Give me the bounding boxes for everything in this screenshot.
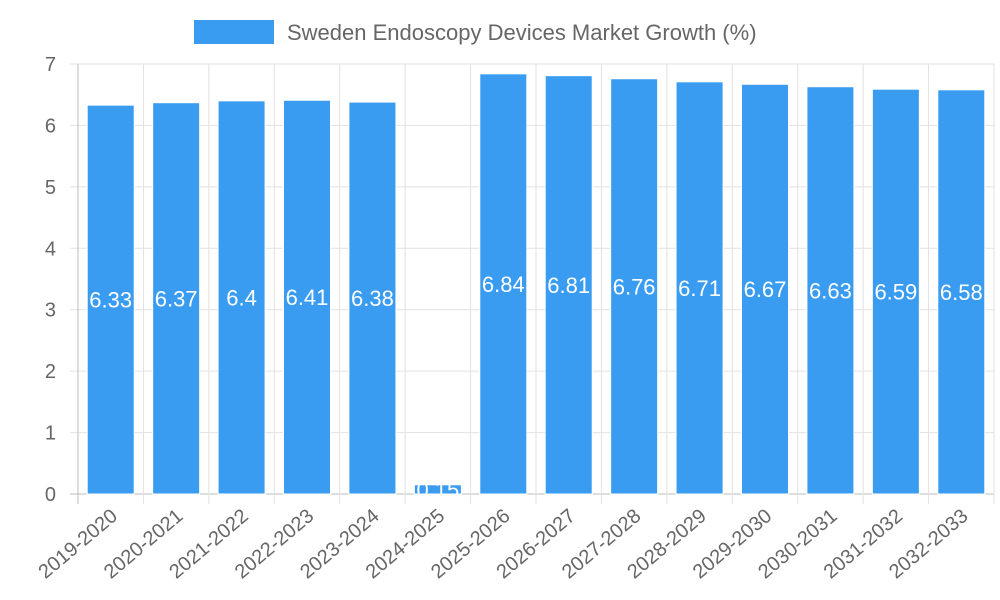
bar-value-label: 6.71 [678,276,721,301]
bar [544,75,593,495]
y-tick-label: 4 [45,238,56,260]
bar-value-label: 6.4 [226,285,257,310]
bar-value-label: 6.81 [547,273,590,298]
bars [86,73,986,495]
bar-value-label: 0.15 [416,477,459,502]
bar [348,101,397,495]
bar [283,99,331,495]
bar-value-label: 6.63 [809,278,852,303]
bar-value-label: 6.59 [874,280,917,305]
y-tick-label: 7 [45,54,56,76]
bar-value-label: 6.33 [89,288,132,313]
bar-value-label: 6.37 [155,286,198,311]
bar-value-label: 6.76 [613,274,656,299]
bar [675,81,724,495]
y-tick-label: 0 [45,484,56,506]
bar [741,83,789,495]
bar-value-label: 6.41 [286,285,329,310]
legend-swatch [194,20,274,44]
bar [479,73,528,495]
bar [217,100,266,495]
y-tick-label: 2 [45,361,56,383]
bar-value-label: 6.58 [940,280,983,305]
bar [806,86,855,495]
data-labels: 6.33 6.37 6.4 6.41 6.38 0.15 6.84 6.81 6.76 6.71 6… [89,272,982,502]
bar [610,78,659,495]
bar [86,104,135,495]
bar-value-label: 6.84 [482,272,525,297]
bar-value-label: 6.38 [351,286,394,311]
bar-value-label: 6.67 [744,277,787,302]
y-tick-label: 1 [45,423,56,445]
grid [70,63,995,504]
bar [871,88,920,495]
bar [937,89,986,495]
y-tick-label: 6 [45,115,56,137]
bar [152,102,201,495]
legend: Sweden Endoscopy Devices Market Growth (… [194,20,757,45]
y-tick-label: 5 [45,177,56,199]
y-tick-label: 3 [45,300,56,322]
bar [413,484,462,495]
legend-label: Sweden Endoscopy Devices Market Growth (… [287,20,757,45]
